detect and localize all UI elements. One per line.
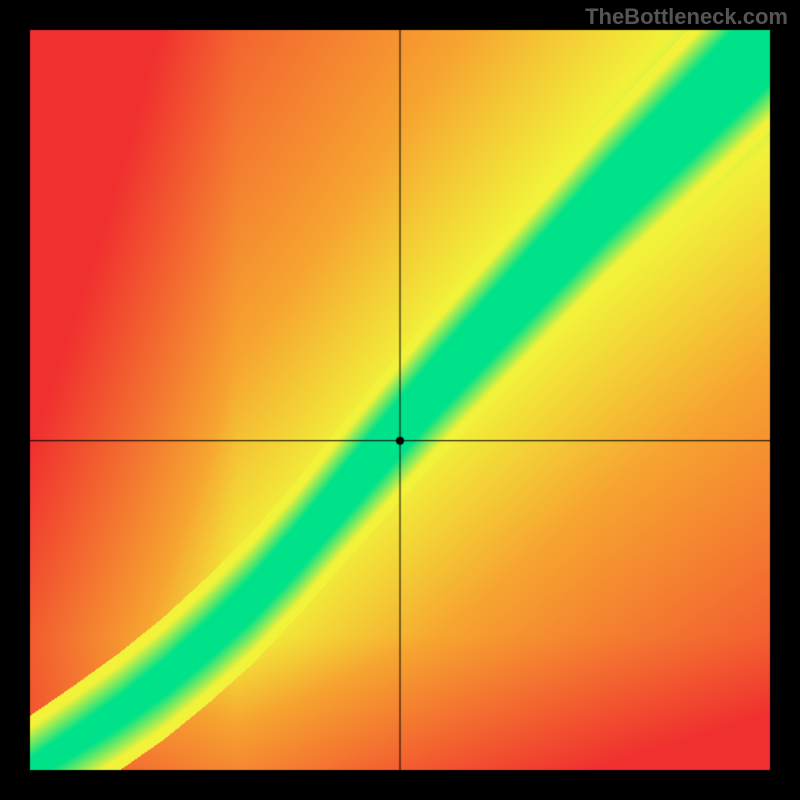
chart-container: TheBottleneck.com	[0, 0, 800, 800]
bottleneck-heatmap	[0, 0, 800, 800]
watermark-text: TheBottleneck.com	[585, 4, 788, 30]
